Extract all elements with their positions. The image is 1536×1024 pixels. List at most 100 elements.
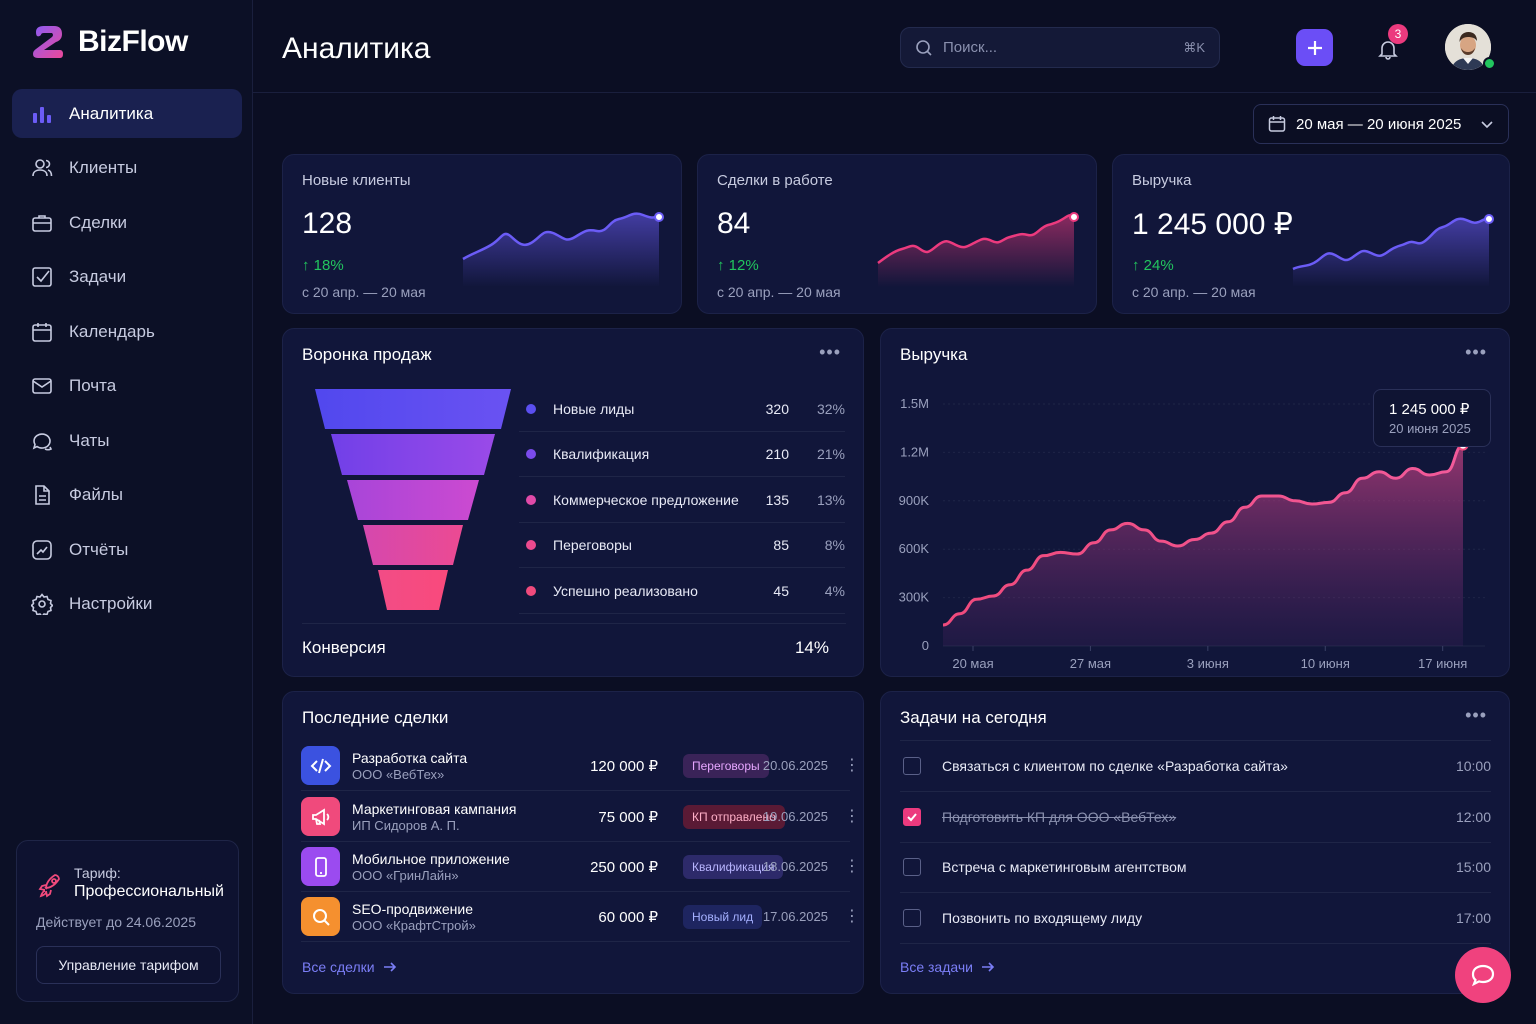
sidebar-item-mail[interactable]: Почта [12,362,242,411]
online-status-dot [1483,57,1496,70]
all-deals-link[interactable]: Все сделки [302,959,397,975]
more-icon[interactable]: ••• [1465,705,1487,725]
stat-card-revenue[interactable]: Выручка 1 245 000 ₽ ↑ 24% с 20 апр. — 20… [1112,154,1510,314]
search-icon [916,39,932,56]
task-text: Подготовить КП для ООО «ВебТех» [942,809,1177,825]
deal-name: Маркетинговая кампания [352,800,517,817]
revenue-line [942,443,1464,627]
x-tick-label: 3 июня [1187,656,1229,671]
revenue-area [943,445,1463,646]
task-row[interactable]: Встреча с маркетинговым агентством 15:00 [900,842,1491,893]
task-row[interactable]: Подготовить КП для ООО «ВебТех» 12:00 [900,792,1491,843]
stat-change-value: 24% [1143,257,1174,274]
chart-tooltip: 1 245 000 ₽ 20 июня 2025 [1373,389,1491,447]
add-button[interactable] [1296,29,1333,66]
task-row[interactable]: Позвонить по входящему лиду 17:00 [900,893,1491,944]
sidebar-item-settings[interactable]: Настройки [12,580,242,629]
funnel-row[interactable]: Квалификация 210 21% [519,431,845,477]
deal-name: Мобильное приложение [352,850,510,867]
more-icon[interactable]: ••• [1465,342,1487,362]
kebab-menu-icon[interactable]: ⋮ [844,756,860,774]
sidebar-item-clients[interactable]: Клиенты [12,144,242,193]
status-badge: КП отправлено [683,804,785,829]
deal-icon [301,746,340,785]
stat-card-deals-in-progress[interactable]: Сделки в работе 84 ↑ 12% с 20 апр. — 20 … [697,154,1097,314]
phone-icon [314,856,327,877]
tooltip-value: 1 245 000 ₽ [1389,401,1470,418]
chat-icon [32,432,53,451]
stat-change: ↑ 24% [1132,257,1174,274]
sidebar-item-label: Файлы [69,485,124,504]
notifications-button[interactable]: 3 [1366,24,1410,71]
funnel-stage-label: Новые лиды [553,400,635,417]
deal-date: 17.06.2025 [762,909,828,924]
kebab-menu-icon[interactable]: ⋮ [844,907,860,925]
task-checkbox[interactable] [903,858,921,876]
stat-period: с 20 апр. — 20 мая [717,284,841,300]
sidebar-item-chats[interactable]: Чаты [12,416,242,465]
top-bar: Аналитика ⌘K 3 [253,0,1536,93]
all-tasks-link[interactable]: Все задачи [900,959,995,975]
funnel-row[interactable]: Новые лиды 320 32% [519,386,845,432]
logo[interactable]: BizFlow [30,24,188,60]
stat-card-new-clients[interactable]: Новые клиенты 128 ↑ 18% с 20 апр. — 20 м… [282,154,682,314]
funnel-row[interactable]: Успешно реализовано 45 4% [519,568,845,614]
deal-date: 20.06.2025 [762,758,828,773]
date-range-picker[interactable]: 20 мая — 20 июня 2025 [1253,104,1509,144]
mail-icon [32,378,52,394]
funnel-row[interactable]: Переговоры 85 8% [519,522,845,568]
manage-plan-button[interactable]: Управление тарифом [36,946,221,984]
sidebar-item-label: Календарь [69,321,155,341]
sales-funnel-card: Воронка продаж ••• Новые лиды 320 32% Кв… [282,328,864,677]
funnel-stage-percent: 32% [816,400,845,417]
chat-support-button[interactable] [1455,947,1511,1003]
link-label: Все сделки [302,959,375,975]
funnel-stage-5 [378,570,448,610]
stat-value: 84 [717,207,751,240]
task-checkbox[interactable] [903,808,921,826]
deal-company: ИП Сидоров А. П. [352,817,460,833]
sidebar-item-label: Задачи [69,267,127,286]
deal-row[interactable]: SEO-продвижение ООО «КрафтСтрой» 60 000 … [301,892,860,942]
date-range-label: 20 мая — 20 июня 2025 [1296,115,1462,133]
sidebar-item-label: Сделки [69,212,127,232]
card-title: Выручка [900,345,968,364]
funnel-row[interactable]: Коммерческое предложение 135 13% [519,477,845,523]
task-checkbox[interactable] [903,757,921,775]
deal-name: Разработка сайта [352,749,468,766]
rocket-icon [38,874,60,898]
deal-row[interactable]: Мобильное приложение ООО «ГринЛайн» 250 … [301,842,860,892]
funnel-stage-count: 135 [765,491,789,508]
sidebar-item-files[interactable]: Файлы [12,471,242,520]
sidebar-item-tasks[interactable]: Задачи [12,253,242,302]
search-box[interactable]: ⌘K [900,27,1220,68]
deal-icon [301,797,340,836]
deal-company: ООО «ВебТех» [352,766,445,782]
deal-row[interactable]: Разработка сайта ООО «ВебТех» 120 000 ₽ … [301,741,860,791]
plan-valid-until: Действует до 24.06.2025 [36,914,197,930]
plan-name: Профессиональный [74,883,224,900]
stat-title: Новые клиенты [302,172,411,189]
sparkline [877,212,1079,287]
sidebar-item-calendar[interactable]: Календарь [12,307,242,356]
kebab-menu-icon[interactable]: ⋮ [844,857,860,875]
funnel-stage-percent: 21% [816,445,845,462]
bar-chart-icon [33,106,51,123]
stat-title: Сделки в работе [717,172,833,189]
conversion-label: Конверсия [302,638,386,657]
sidebar-item-deals[interactable]: Сделки [12,198,242,247]
deal-row[interactable]: Маркетинговая кампания ИП Сидоров А. П. … [301,792,860,842]
x-tick-label: 27 мая [1070,656,1111,671]
sidebar-item-analytics[interactable]: Аналитика [12,89,242,138]
avatar[interactable] [1445,24,1491,70]
chat-bubble-icon [1471,964,1495,987]
search-input[interactable] [943,39,1174,56]
kebab-menu-icon[interactable]: ⋮ [844,807,860,825]
more-icon[interactable]: ••• [819,342,841,362]
funnel-stage-4 [363,525,463,565]
sidebar-item-label: Настройки [69,594,153,613]
card-title: Задачи на сегодня [900,708,1047,727]
sidebar-item-reports[interactable]: Отчёты [12,525,242,574]
task-checkbox[interactable] [903,909,921,927]
task-row[interactable]: Связаться с клиентом по сделке «Разработ… [900,741,1491,792]
